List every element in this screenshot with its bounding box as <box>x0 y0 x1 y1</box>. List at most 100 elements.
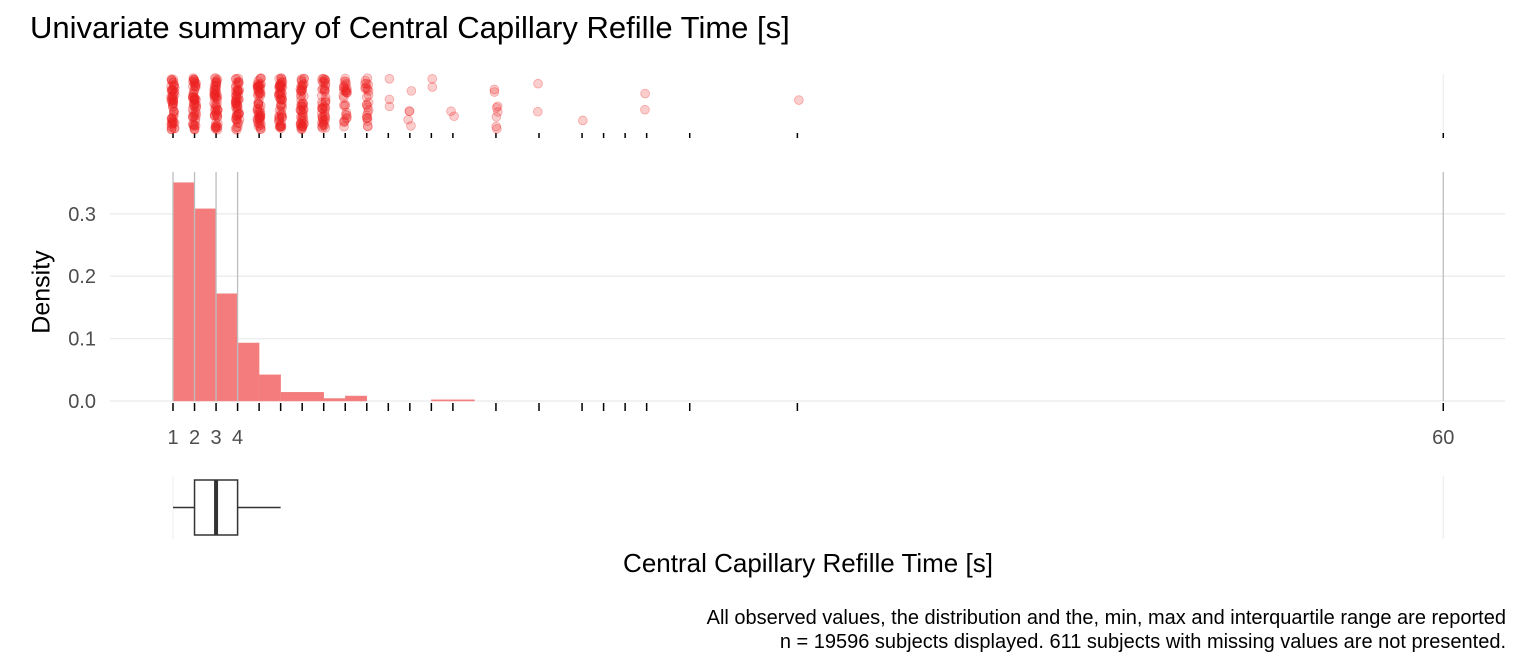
strip-point <box>362 113 372 123</box>
strip-point <box>230 82 241 93</box>
strip-point <box>211 73 221 83</box>
strip-point <box>296 91 306 102</box>
strip-point <box>209 85 219 96</box>
strip-point <box>491 112 502 122</box>
strip-point <box>189 77 200 87</box>
strip-point <box>168 116 178 126</box>
strip-point <box>298 116 309 126</box>
strip-point <box>338 83 349 93</box>
strip-point <box>190 106 201 117</box>
strip-point <box>317 97 327 108</box>
strip-point <box>232 77 242 88</box>
strip-point <box>256 119 266 130</box>
strip-point <box>320 97 331 107</box>
strip-point <box>339 76 350 86</box>
strip-point <box>167 85 177 96</box>
strip-point <box>362 73 373 83</box>
strip-point <box>254 113 265 123</box>
strip-point <box>166 121 177 131</box>
strip-point <box>167 91 178 102</box>
strip-point <box>169 86 180 97</box>
strip-point <box>255 112 266 122</box>
strip-point <box>187 91 198 102</box>
strip-point <box>275 79 285 90</box>
strip-point <box>230 102 241 113</box>
strip-point <box>255 80 266 90</box>
strip-point <box>532 106 543 117</box>
strip-point <box>427 74 438 84</box>
strip-point <box>275 82 286 92</box>
strip-point <box>299 73 309 84</box>
strip-point <box>170 90 180 100</box>
strip-point <box>276 118 287 129</box>
strip-point <box>234 94 244 105</box>
strip-point <box>187 111 198 122</box>
strip-point <box>255 90 266 101</box>
strip-point <box>231 125 242 135</box>
strip-point <box>210 124 221 134</box>
strip-point <box>339 100 349 111</box>
strip-point <box>320 114 331 125</box>
strip-point <box>254 96 264 106</box>
strip-point <box>212 98 222 109</box>
histogram-bar <box>431 399 475 402</box>
strip-point <box>296 80 306 91</box>
strip-point <box>211 78 222 88</box>
strip-point <box>274 111 284 121</box>
strip-point <box>168 118 179 129</box>
strip-point <box>188 91 199 102</box>
strip-point <box>190 93 200 104</box>
strip-point <box>277 77 288 88</box>
y-tick-label: 0.2 <box>68 266 96 288</box>
strip-point <box>298 104 309 115</box>
strip-point <box>319 77 330 87</box>
strip-point <box>232 100 243 111</box>
strip-point <box>210 85 221 95</box>
strip-point <box>427 82 438 92</box>
strip-point <box>298 98 308 109</box>
strip-point <box>297 101 307 111</box>
strip-point <box>297 84 308 95</box>
strip-point <box>168 94 179 104</box>
caption-line-1: All observed values, the distribution an… <box>706 607 1506 629</box>
strip-point <box>209 89 219 99</box>
strip-point <box>167 122 177 133</box>
strip-point <box>295 112 306 122</box>
strip-point <box>275 94 286 105</box>
strip-point <box>254 88 265 99</box>
strip-point <box>297 98 308 109</box>
strip-point <box>319 120 330 131</box>
strip-point <box>188 98 199 109</box>
strip-point <box>406 86 417 96</box>
strip-point <box>277 99 287 110</box>
strip-point <box>212 121 222 131</box>
strip-point <box>252 106 263 116</box>
strip-point <box>166 96 177 106</box>
strip-point <box>340 99 351 110</box>
strip-point <box>254 112 264 123</box>
strip-point <box>318 115 328 125</box>
strip-point <box>317 104 328 114</box>
strip-point <box>232 122 243 132</box>
strip-point <box>233 95 243 106</box>
strip-point <box>319 106 330 116</box>
strip-point <box>190 80 201 90</box>
strip-point <box>277 95 287 105</box>
strip-point <box>211 81 221 91</box>
strip-point <box>274 89 284 100</box>
strip-point <box>274 113 284 124</box>
strip-point <box>296 99 306 110</box>
y-tick-label: 0.3 <box>68 204 96 226</box>
strip-point <box>189 109 200 120</box>
strip-point <box>253 86 264 96</box>
strip-point <box>297 80 308 91</box>
strip-point <box>252 81 263 92</box>
strip-point <box>384 74 395 84</box>
strip-point <box>209 80 220 91</box>
strip-point <box>339 117 349 128</box>
strip-point <box>277 94 288 104</box>
strip-point <box>403 114 413 125</box>
strip-point <box>318 118 328 129</box>
strip-point <box>274 82 284 93</box>
strip-point <box>253 81 263 92</box>
